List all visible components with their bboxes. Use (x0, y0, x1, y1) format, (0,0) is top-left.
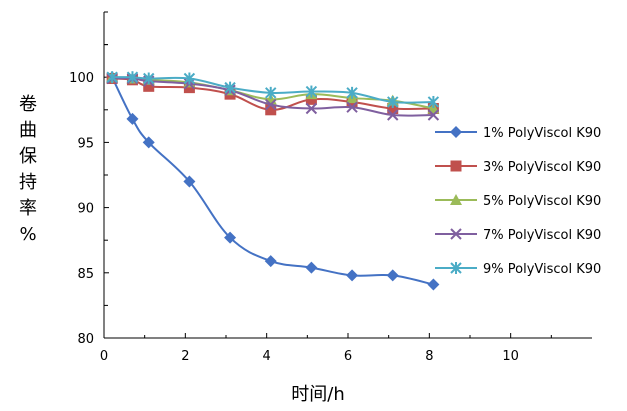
legend-marker (450, 126, 462, 138)
legend-item: 9% PolyViscol K90 (435, 262, 601, 277)
legend-label: 9% PolyViscol K90 (483, 262, 601, 277)
x-tick-label: 10 (502, 349, 519, 364)
x-marker-stroke (265, 98, 277, 111)
data-point (387, 95, 399, 108)
diamond-marker (450, 126, 462, 138)
legend-item: 7% PolyViscol K90 (435, 228, 601, 243)
data-point (305, 93, 317, 105)
legend-marker (450, 194, 462, 205)
legend-item: 1% PolyViscol K90 (435, 126, 601, 141)
diamond-marker (183, 175, 196, 188)
x-axis-title: 时间/h (291, 384, 344, 405)
legend: 1% PolyViscol K90 3% PolyViscol K90 5% Pol… (435, 126, 601, 277)
data-point (427, 109, 440, 121)
x-tick-label: 2 (181, 349, 189, 364)
data-point (143, 80, 155, 92)
y-axis-title-char: 持 (19, 172, 37, 193)
x-tick-label: 4 (263, 349, 271, 364)
data-point (387, 109, 399, 121)
triangle-marker (450, 194, 462, 205)
diamond-marker (386, 269, 399, 282)
legend-label: 7% PolyViscol K90 (483, 228, 601, 243)
legend-label: 3% PolyViscol K90 (483, 160, 601, 175)
series-line (112, 77, 434, 117)
data-point (265, 86, 277, 99)
y-axis-title-char: 卷 (19, 94, 37, 115)
x-marker-stroke (305, 102, 318, 115)
data-point (183, 175, 196, 188)
y-axis-title-char: 保 (19, 146, 37, 167)
data-point (346, 86, 358, 99)
x-tick-label: 0 (100, 349, 108, 364)
data-point (183, 82, 195, 94)
square-marker (143, 80, 155, 92)
square-marker (265, 104, 277, 116)
x-tick-label: 6 (344, 349, 352, 364)
x-marker-stroke (450, 228, 462, 240)
data-point (143, 72, 155, 85)
data-point (346, 101, 358, 113)
data-point (305, 102, 318, 115)
legend-marker (450, 228, 462, 240)
x-tick-label: 8 (425, 349, 433, 364)
diamond-marker (427, 278, 440, 291)
diamond-marker (224, 231, 237, 244)
data-point (106, 71, 118, 84)
y-tick-label: 85 (77, 267, 94, 282)
square-marker (305, 93, 317, 105)
data-point (387, 102, 399, 114)
data-point (305, 261, 318, 274)
data-point (224, 231, 237, 244)
data-point (126, 71, 139, 84)
square-marker (183, 82, 195, 94)
diamond-marker (126, 112, 139, 125)
series-line (112, 76, 434, 104)
data-point (265, 98, 277, 111)
series-5 (106, 71, 440, 108)
y-tick-label: 80 (77, 332, 94, 347)
legend-marker (450, 262, 462, 274)
y-axis-title-char: % (19, 224, 36, 245)
data-point (264, 255, 277, 268)
data-point (265, 104, 277, 116)
legend-label: 5% PolyViscol K90 (483, 194, 601, 209)
x-marker-stroke (346, 101, 358, 113)
legend-item: 5% PolyViscol K90 (435, 194, 601, 209)
data-point (305, 85, 318, 98)
legend-label: 1% PolyViscol K90 (483, 126, 601, 141)
series-line (112, 77, 434, 111)
diamond-marker (305, 261, 318, 274)
y-tick-label: 90 (77, 202, 94, 217)
data-point (142, 136, 155, 149)
y-axis-title-char: 率 (19, 198, 37, 219)
diamond-marker (346, 269, 359, 282)
y-tick-label: 100 (69, 71, 94, 86)
data-point (386, 269, 399, 282)
x-marker-stroke (387, 109, 399, 121)
diamond-marker (142, 136, 155, 149)
series-line (111, 76, 434, 286)
legend-item: 3% PolyViscol K90 (435, 160, 601, 175)
diamond-marker (264, 255, 277, 268)
data-point (427, 278, 440, 291)
data-point (427, 95, 440, 108)
legend-marker (450, 160, 462, 172)
data-point (224, 81, 236, 94)
data-point (183, 72, 196, 85)
data-point (346, 269, 359, 282)
y-axis-title-char: 曲 (19, 120, 37, 141)
x-marker-stroke (427, 109, 440, 121)
series-1 (106, 71, 440, 291)
y-tick-label: 95 (77, 136, 94, 151)
data-point (126, 112, 139, 125)
square-marker (387, 102, 399, 114)
square-marker (450, 160, 462, 172)
